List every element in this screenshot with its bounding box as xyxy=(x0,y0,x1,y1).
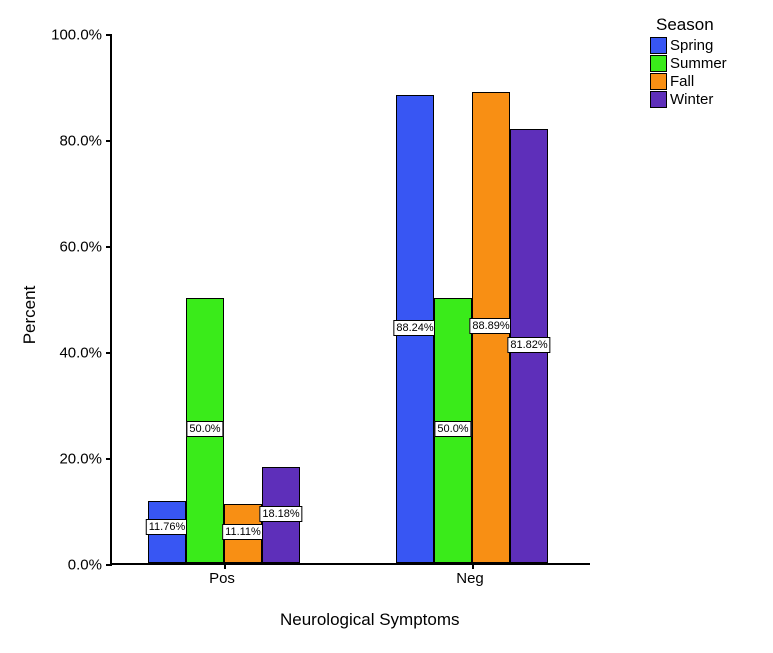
x-tickmark xyxy=(224,563,226,569)
bar-label: 50.0% xyxy=(434,421,471,437)
legend-label: Spring xyxy=(670,37,713,54)
legend-item-winter: Winter xyxy=(650,91,727,108)
y-tickmark xyxy=(106,246,112,248)
plot-area: 11.76% 50.0% 11.11% 18.18% 88.24% 50.0% … xyxy=(110,35,590,565)
bar-neg-spring: 88.24% xyxy=(396,95,434,563)
bar-label: 81.82% xyxy=(507,337,550,353)
y-tickmark xyxy=(106,352,112,354)
legend: Season Spring Summer Fall Winter xyxy=(650,15,727,109)
legend-item-summer: Summer xyxy=(650,55,727,72)
y-tickmark xyxy=(106,564,112,566)
y-tick-40: 40.0% xyxy=(32,345,102,362)
bar-label: 88.89% xyxy=(469,318,512,334)
y-tick-100: 100.0% xyxy=(32,27,102,44)
bar-label: 18.18% xyxy=(259,506,302,522)
bar-neg-winter: 81.82% xyxy=(510,129,548,563)
legend-swatch xyxy=(650,73,667,90)
legend-item-spring: Spring xyxy=(650,37,727,54)
bar-label: 88.24% xyxy=(393,320,436,336)
x-tickmark xyxy=(472,563,474,569)
bar-pos-fall: 11.11% xyxy=(224,504,262,563)
bar-neg-summer: 50.0% xyxy=(434,298,472,563)
x-tick-neg: Neg xyxy=(456,570,484,587)
y-tick-60: 60.0% xyxy=(32,239,102,256)
y-tick-80: 80.0% xyxy=(32,133,102,150)
bar-pos-winter: 18.18% xyxy=(262,467,300,563)
legend-item-fall: Fall xyxy=(650,73,727,90)
y-tick-20: 20.0% xyxy=(32,451,102,468)
y-tickmark xyxy=(106,34,112,36)
bar-label: 11.76% xyxy=(146,519,189,535)
legend-swatch xyxy=(650,55,667,72)
x-axis-label: Neurological Symptoms xyxy=(280,610,460,630)
legend-title: Season xyxy=(656,15,727,35)
legend-label: Winter xyxy=(670,91,713,108)
x-tick-pos: Pos xyxy=(209,570,235,587)
legend-label: Summer xyxy=(670,55,727,72)
y-tick-0: 0.0% xyxy=(32,557,102,574)
bar-label: 50.0% xyxy=(186,421,223,437)
bar-label: 11.11% xyxy=(222,524,264,540)
bar-pos-spring: 11.76% xyxy=(148,501,186,563)
chart-container: Percent Neurological Symptoms 0.0% 20.0%… xyxy=(20,15,640,635)
y-tickmark xyxy=(106,140,112,142)
bar-neg-fall: 88.89% xyxy=(472,92,510,563)
y-tickmark xyxy=(106,458,112,460)
legend-swatch xyxy=(650,91,667,108)
legend-swatch xyxy=(650,37,667,54)
bar-pos-summer: 50.0% xyxy=(186,298,224,563)
legend-label: Fall xyxy=(670,73,694,90)
y-axis-label: Percent xyxy=(20,286,40,345)
